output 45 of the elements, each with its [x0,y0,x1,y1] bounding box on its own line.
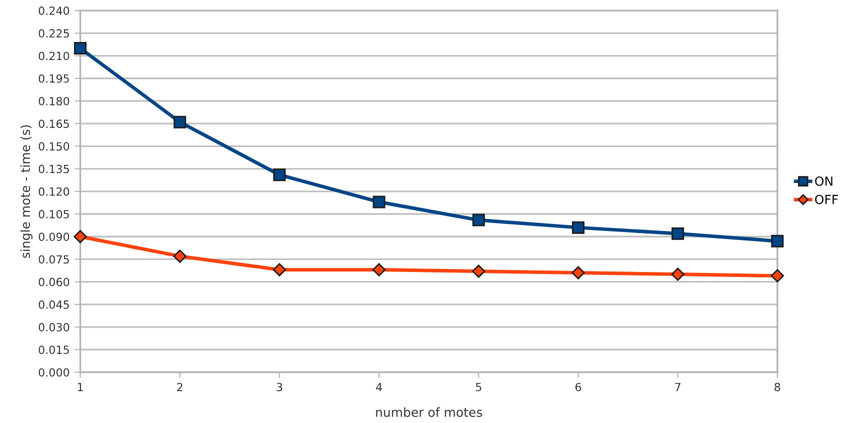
y-tick-label: 0.195 [38,74,69,83]
y-tick-label: 0.030 [38,323,70,332]
y-tick-label: 0.060 [38,278,70,286]
legend-label: OFF [815,194,838,204]
y-tick-label: 0.210 [38,52,70,60]
x-tick-label: 3 [276,382,282,392]
point [372,263,386,276]
y-tick-label: 0.240 [38,6,70,15]
x-tick-label: 4 [376,383,382,392]
y-tick-label: 0.225 [38,29,69,38]
y-tick-label: 0.165 [38,120,69,128]
point [771,234,784,248]
point [272,263,286,276]
y-tick-label: 0.150 [38,142,70,151]
point [572,266,585,280]
x-tick-label: 8 [774,382,780,392]
point [472,214,485,226]
x-axis-title: number of motes [376,407,482,417]
x-tick-label: 5 [476,383,482,392]
y-tick-label: 0.090 [38,232,70,241]
point [74,42,87,54]
y-tick-label: 0.015 [38,346,69,354]
y-tick-label: 0.000 [38,368,70,377]
point [472,264,486,278]
point [770,269,784,282]
x-tick-label: 2 [177,382,182,392]
x-tick-label: 6 [575,382,582,392]
point [273,168,286,182]
point [173,250,186,263]
point [572,221,584,234]
x-tick-label: 7 [675,383,680,392]
y-tick-label: 0.180 [38,96,70,106]
point [672,227,684,240]
y-axis-title: single mote - time (s) [20,125,32,258]
y-tick-label: 0.105 [38,210,69,218]
point [74,230,87,244]
legend-label: ON [815,176,832,186]
y-tick-label: 0.045 [38,300,69,309]
y-tick-label: 0.135 [38,164,69,174]
point [174,116,186,128]
x-tick-label: 1 [78,383,83,392]
y-tick-label: 0.075 [38,255,69,264]
point [671,268,684,281]
point [372,196,386,208]
y-tick-label: 0.120 [38,187,70,196]
